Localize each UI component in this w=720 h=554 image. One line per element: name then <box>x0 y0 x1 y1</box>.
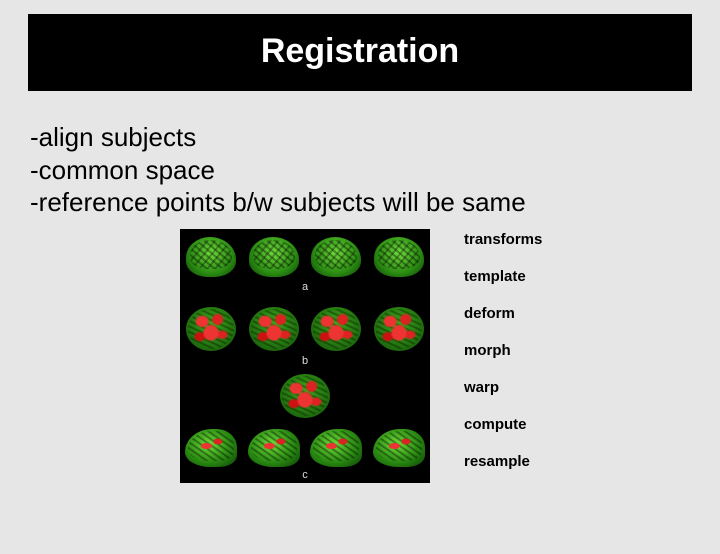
bullet-item: -align subjects <box>30 121 690 154</box>
term-list: transforms template deform morph warp co… <box>464 229 542 483</box>
figure-row-b <box>180 307 430 351</box>
brain-sphere-icon <box>280 374 330 418</box>
term-item: compute <box>464 416 542 433</box>
figure-row-mid <box>180 374 430 418</box>
figure-row-label: c <box>302 469 308 481</box>
term-item: warp <box>464 379 542 396</box>
bullet-item: -common space <box>30 154 690 187</box>
brain-icon <box>249 237 299 277</box>
brain-sphere-icon <box>311 307 361 351</box>
brain-side-icon <box>185 429 237 467</box>
brain-figure: a b c <box>180 229 430 483</box>
brain-icon <box>374 237 424 277</box>
title-bar: Registration <box>28 14 692 91</box>
term-item: deform <box>464 305 542 322</box>
term-item: template <box>464 268 542 285</box>
brain-side-icon <box>248 429 300 467</box>
brain-sphere-icon <box>186 307 236 351</box>
term-item: morph <box>464 342 542 359</box>
brain-icon <box>186 237 236 277</box>
figure-row-a <box>180 237 430 277</box>
brain-sphere-icon <box>374 307 424 351</box>
brain-sphere-icon <box>249 307 299 351</box>
content-row: a b c transforms template deform morph w… <box>180 229 720 483</box>
figure-row-label: b <box>302 355 308 367</box>
term-item: transforms <box>464 231 542 248</box>
brain-side-icon <box>373 429 425 467</box>
figure-row-c <box>180 429 430 467</box>
bullet-item: -reference points b/w subjects will be s… <box>30 186 690 219</box>
bullet-list: -align subjects -common space -reference… <box>30 121 690 219</box>
brain-icon <box>311 237 361 277</box>
brain-side-icon <box>310 429 362 467</box>
figure-row-label: a <box>302 281 308 293</box>
page-title: Registration <box>261 32 459 70</box>
term-item: resample <box>464 453 542 470</box>
